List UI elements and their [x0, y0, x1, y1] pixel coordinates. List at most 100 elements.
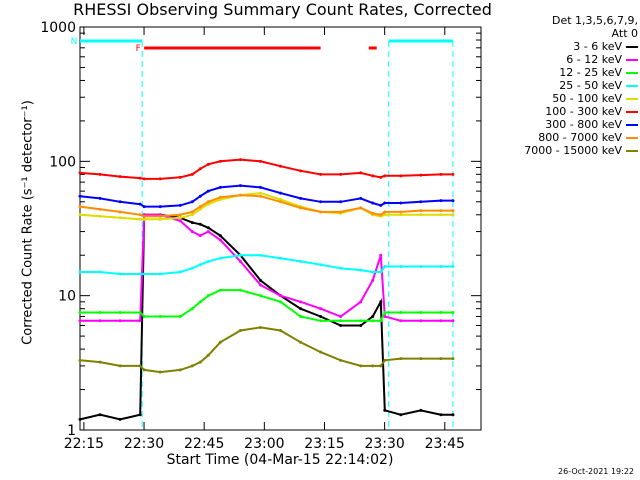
data-point: [138, 310, 142, 314]
data-point: [451, 310, 455, 314]
data-point: [383, 174, 387, 178]
data-point: [319, 200, 323, 204]
data-point: [319, 210, 323, 214]
data-point: [383, 358, 387, 362]
data-point: [190, 210, 194, 214]
data-point: [98, 214, 102, 218]
data-point: [383, 264, 387, 268]
data-point: [138, 213, 142, 217]
data-point: [279, 197, 282, 201]
data-point: [383, 408, 387, 412]
plot-frame: [79, 26, 482, 431]
data-point: [118, 319, 122, 323]
data-point: [138, 272, 142, 276]
data-point: [279, 191, 282, 195]
data-point: [138, 413, 142, 417]
data-point: [178, 314, 182, 318]
data-point: [198, 167, 202, 171]
legend-entry: 3 - 6 keV: [482, 40, 638, 53]
data-point: [419, 200, 423, 204]
data-point: [218, 288, 222, 292]
series-line: [79, 158, 453, 180]
data-point: [158, 272, 162, 276]
legend-entry: 800 - 7000 keV: [482, 131, 638, 144]
data-point: [142, 214, 146, 218]
y-tick-label: 1: [67, 423, 76, 439]
data-point: [218, 234, 222, 238]
data-point: [118, 200, 122, 204]
x-tick-label: 22:15: [64, 436, 104, 452]
data-point: [218, 197, 222, 201]
data-point: [371, 278, 375, 282]
data-point: [198, 300, 202, 304]
data-point: [206, 226, 210, 230]
legend-swatch: [626, 136, 638, 139]
data-point: [218, 185, 222, 189]
x-tick-label: 23:45: [425, 436, 465, 452]
data-point: [439, 172, 443, 176]
legend-swatch: [626, 45, 638, 48]
data-point: [451, 172, 455, 176]
data-point: [379, 319, 383, 323]
data-point: [158, 214, 162, 218]
data-point: [439, 357, 443, 361]
data-point: [258, 325, 262, 329]
data-point: [138, 319, 142, 323]
legend-swatch: [626, 97, 638, 100]
data-point: [258, 294, 262, 298]
x-tick-label: 23:15: [304, 436, 344, 452]
data-point: [279, 294, 282, 298]
data-point: [279, 300, 282, 304]
data-point: [78, 194, 82, 198]
data-point: [118, 272, 122, 276]
data-point: [118, 216, 122, 220]
data-point: [258, 283, 262, 287]
legend: 3 - 6 keV 6 - 12 keV 12 - 25 keV 25 - 50 ke…: [482, 40, 638, 157]
data-point: [383, 201, 387, 205]
data-point: [383, 210, 387, 214]
series-line: [80, 213, 453, 322]
legend-label: 6 - 12 keV: [566, 53, 622, 66]
data-point: [206, 230, 210, 234]
x-tick-label: 22:30: [124, 436, 164, 452]
data-point: [258, 191, 262, 195]
data-point: [138, 217, 142, 221]
data-point: [451, 199, 455, 203]
data-point: [299, 314, 303, 318]
data-point: [451, 213, 455, 217]
data-point: [399, 174, 403, 178]
data-point: [142, 368, 146, 372]
data-point: [98, 172, 102, 176]
data-point: [279, 200, 282, 204]
data-point: [258, 253, 262, 257]
data-point: [206, 162, 210, 166]
data-point: [451, 209, 455, 213]
legend-entry: 100 - 300 keV: [482, 105, 638, 118]
x-tick-label: 23:00: [244, 436, 284, 452]
data-point: [419, 173, 423, 177]
data-point: [198, 234, 202, 238]
data-point: [138, 364, 142, 368]
data-point: [319, 172, 323, 176]
data-point: [299, 206, 303, 210]
legend-label: 3 - 6 keV: [573, 40, 622, 53]
data-point: [279, 329, 282, 333]
data-point: [198, 194, 202, 198]
data-point: [218, 238, 222, 242]
data-point: [451, 357, 455, 361]
data-point: [178, 216, 182, 220]
legend-entry: 300 - 800 keV: [482, 118, 638, 131]
legend-header-line-1: Det 1,3,5,6,7,9,: [551, 14, 638, 27]
data-point: [379, 300, 383, 304]
data-point: [439, 209, 443, 213]
flag-label: F: [136, 44, 141, 54]
data-point: [439, 199, 443, 203]
data-point: [238, 288, 242, 292]
data-point: [319, 314, 323, 318]
legend-swatch: [626, 84, 638, 87]
data-point: [142, 272, 146, 276]
data-point: [379, 364, 383, 368]
data-point: [339, 319, 343, 323]
data-point: [198, 205, 202, 209]
